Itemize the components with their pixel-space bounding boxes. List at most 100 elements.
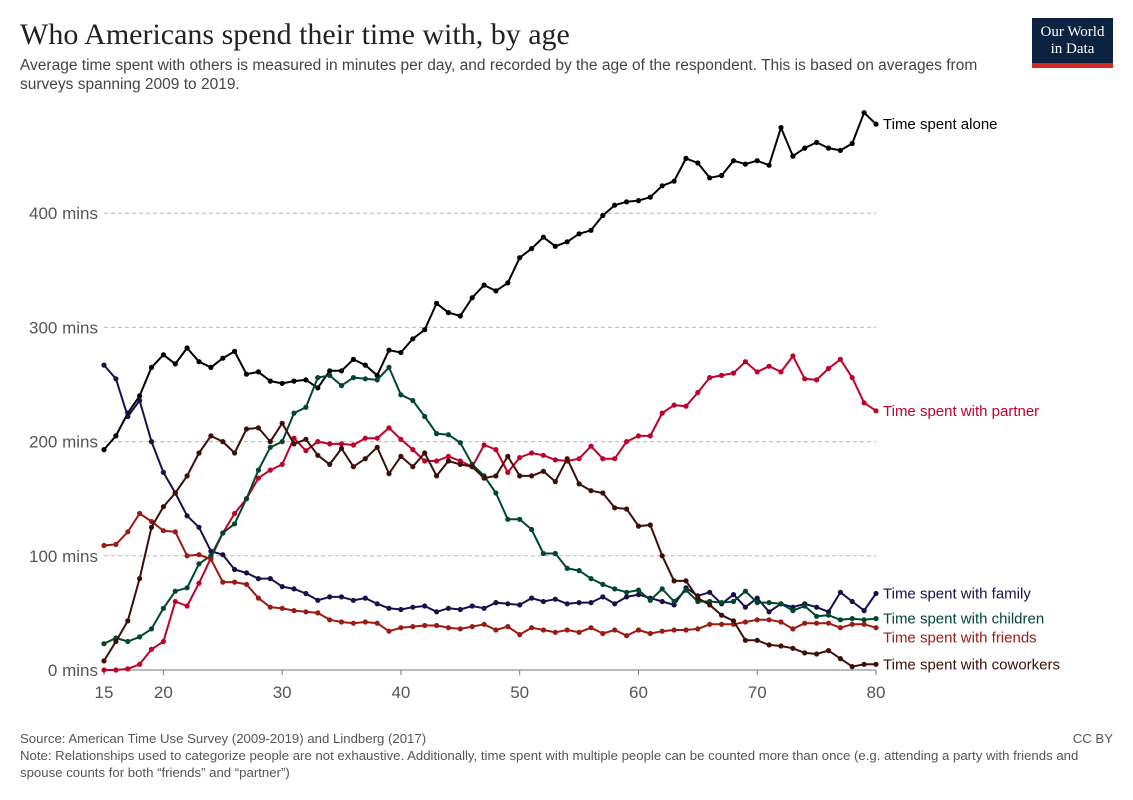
data-point[interactable]	[695, 626, 701, 632]
data-point[interactable]	[849, 140, 855, 147]
data-point[interactable]	[220, 530, 226, 536]
data-point[interactable]	[873, 408, 879, 414]
data-point[interactable]	[291, 378, 297, 384]
data-point[interactable]	[754, 600, 760, 606]
data-point[interactable]	[338, 619, 345, 625]
data-point[interactable]	[101, 667, 107, 673]
data-point[interactable]	[125, 666, 131, 672]
data-point[interactable]	[624, 439, 630, 445]
data-point[interactable]	[208, 433, 214, 439]
data-point[interactable]	[303, 609, 309, 615]
owid-logo[interactable]: Our World in Data	[1032, 18, 1113, 68]
data-point[interactable]	[802, 620, 808, 626]
data-point[interactable]	[600, 212, 606, 219]
data-point[interactable]	[267, 576, 273, 582]
data-point[interactable]	[730, 598, 737, 605]
data-point[interactable]	[600, 456, 606, 462]
data-point[interactable]	[635, 592, 642, 598]
data-point[interactable]	[612, 456, 618, 462]
data-point[interactable]	[635, 523, 642, 529]
data-point[interactable]	[101, 447, 107, 453]
data-point[interactable]	[220, 355, 226, 361]
data-point[interactable]	[778, 601, 784, 607]
data-point[interactable]	[279, 584, 285, 590]
data-point[interactable]	[659, 410, 665, 416]
data-point[interactable]	[232, 450, 238, 456]
data-point[interactable]	[873, 661, 879, 667]
data-point[interactable]	[683, 155, 689, 161]
series-line[interactable]	[103, 422, 876, 668]
data-point[interactable]	[184, 553, 190, 559]
data-point[interactable]	[232, 579, 238, 585]
data-point[interactable]	[172, 598, 178, 605]
data-point[interactable]	[386, 628, 392, 634]
data-point[interactable]	[327, 617, 333, 623]
data-point[interactable]	[730, 592, 737, 598]
data-point[interactable]	[695, 389, 701, 396]
data-point[interactable]	[422, 603, 428, 609]
data-point[interactable]	[137, 510, 143, 517]
data-point[interactable]	[814, 651, 820, 657]
data-point[interactable]	[683, 587, 689, 593]
data-point[interactable]	[315, 439, 321, 445]
data-point[interactable]	[814, 620, 820, 626]
data-point[interactable]	[255, 467, 261, 473]
data-point[interactable]	[612, 586, 618, 592]
data-point[interactable]	[398, 436, 404, 442]
data-point[interactable]	[659, 586, 665, 592]
data-point[interactable]	[742, 588, 749, 594]
data-point[interactable]	[635, 587, 642, 593]
data-point[interactable]	[469, 295, 475, 301]
data-point[interactable]	[445, 605, 451, 611]
data-point[interactable]	[517, 602, 523, 608]
data-point[interactable]	[861, 400, 867, 406]
data-point[interactable]	[338, 445, 345, 452]
data-point[interactable]	[410, 336, 416, 342]
data-point[interactable]	[101, 641, 107, 647]
data-point[interactable]	[148, 364, 155, 370]
data-point[interactable]	[754, 617, 760, 623]
data-point[interactable]	[398, 606, 404, 613]
data-point[interactable]	[279, 380, 285, 386]
data-point[interactable]	[529, 246, 535, 252]
data-point[interactable]	[196, 561, 202, 567]
data-point[interactable]	[148, 518, 155, 525]
series-time-spent-with-coworkers[interactable]	[101, 420, 879, 670]
data-point[interactable]	[719, 172, 725, 179]
data-point[interactable]	[802, 376, 808, 382]
data-point[interactable]	[196, 450, 202, 456]
data-point[interactable]	[540, 550, 547, 557]
data-point[interactable]	[837, 617, 844, 623]
data-point[interactable]	[873, 121, 879, 127]
data-point[interactable]	[434, 609, 440, 615]
data-point[interactable]	[410, 604, 416, 610]
data-point[interactable]	[552, 629, 558, 635]
data-point[interactable]	[802, 603, 808, 609]
data-point[interactable]	[719, 372, 725, 378]
series-time-spent-with-friends[interactable]	[101, 510, 879, 639]
data-point[interactable]	[647, 522, 653, 528]
data-point[interactable]	[540, 452, 547, 458]
data-point[interactable]	[113, 376, 119, 382]
data-point[interactable]	[540, 598, 547, 605]
data-point[interactable]	[719, 600, 725, 606]
data-point[interactable]	[552, 479, 558, 485]
data-point[interactable]	[113, 638, 119, 645]
data-point[interactable]	[303, 377, 309, 383]
data-point[interactable]	[398, 349, 404, 356]
data-point[interactable]	[172, 588, 178, 594]
data-point[interactable]	[434, 458, 440, 464]
data-point[interactable]	[445, 310, 451, 316]
data-point[interactable]	[647, 433, 653, 439]
data-point[interactable]	[148, 439, 155, 445]
data-point[interactable]	[505, 453, 511, 459]
data-point[interactable]	[374, 372, 380, 378]
data-point[interactable]	[612, 627, 618, 633]
data-point[interactable]	[635, 433, 642, 439]
data-point[interactable]	[208, 556, 214, 562]
data-point[interactable]	[529, 526, 535, 533]
data-point[interactable]	[303, 404, 309, 410]
data-point[interactable]	[279, 439, 285, 445]
data-point[interactable]	[707, 602, 713, 608]
data-point[interactable]	[707, 375, 713, 381]
